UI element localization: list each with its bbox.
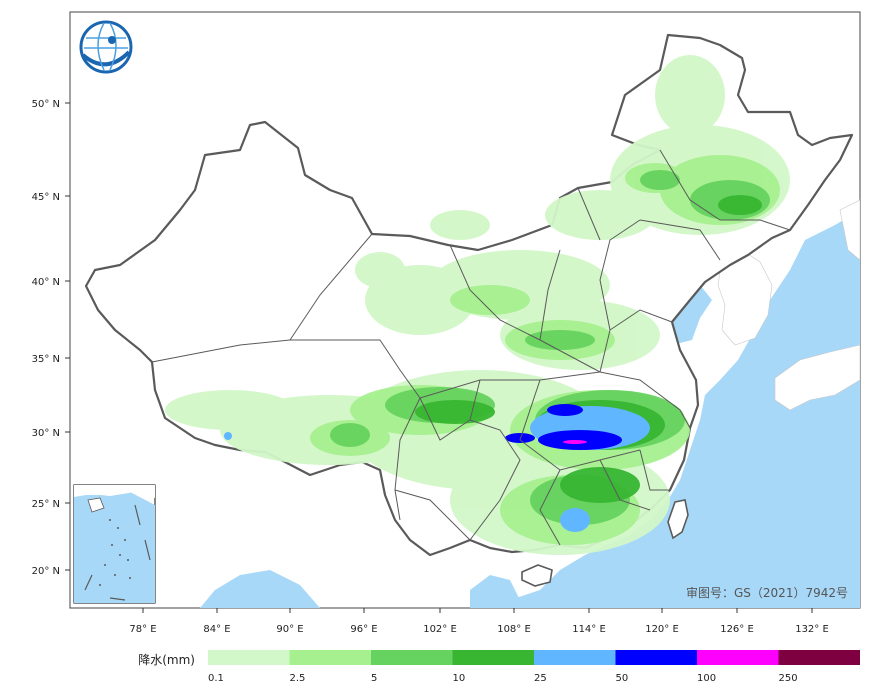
legend-swatches (208, 650, 860, 665)
legend-value: 5 (371, 673, 377, 684)
legend-value: 50 (616, 673, 629, 684)
longitude-labels: 78° E 84° E 90° E 96° E 102° E 108° E 11… (129, 624, 828, 635)
legend-value: 250 (779, 673, 798, 684)
lon-label: 96° E (350, 624, 377, 635)
legend-swatch (371, 650, 453, 665)
taiwan (667, 499, 689, 540)
lon-label: 90° E (276, 624, 303, 635)
lon-label: 114° E (572, 624, 606, 635)
japan-north (839, 199, 860, 261)
legend-value: 25 (534, 673, 547, 684)
lon-label: 132° E (795, 624, 829, 635)
legend-value: 0.1 (208, 673, 224, 684)
legend-value: 2.5 (290, 673, 306, 684)
lat-label: 30° N (32, 428, 60, 439)
lon-label: 78° E (129, 624, 156, 635)
legend-value: 100 (697, 673, 716, 684)
lon-label: 102° E (423, 624, 457, 635)
inset-map (73, 484, 156, 604)
legend-swatch (615, 650, 697, 665)
lon-label: 84° E (203, 624, 230, 635)
legend-swatch (289, 650, 371, 665)
legend: 降水(mm) 0.1 2.5 5 10 25 50 100 250 (138, 650, 860, 684)
lat-label: 20° N (32, 566, 60, 577)
legend-title: 降水(mm) (138, 653, 195, 667)
legend-values: 0.1 2.5 5 10 25 50 100 250 (208, 673, 798, 684)
axis-ticks (65, 102, 813, 613)
lat-label: 40° N (32, 277, 60, 288)
lat-label: 45° N (32, 192, 60, 203)
lon-label: 108° E (497, 624, 531, 635)
precip-100-250 (563, 440, 587, 444)
legend-swatch (778, 650, 860, 665)
sea-gulf-tonkin (470, 575, 520, 608)
legend-swatch (697, 650, 779, 665)
sea-east (480, 210, 860, 608)
lat-label: 35° N (32, 354, 60, 365)
lon-label: 120° E (645, 624, 679, 635)
japan-kyushu-honshu (774, 344, 860, 411)
lon-label: 126° E (720, 624, 754, 635)
legend-swatch (452, 650, 534, 665)
sea-bay-bengal (200, 570, 320, 608)
korea (717, 249, 773, 346)
latitude-labels: 50° N 45° N 40° N 35° N 30° N 25° N 20° … (32, 99, 60, 577)
legend-swatch (534, 650, 616, 665)
lat-label: 50° N (32, 99, 60, 110)
province-borders (151, 149, 791, 546)
hainan (521, 564, 553, 587)
legend-swatch (208, 650, 290, 665)
legend-value: 10 (453, 673, 466, 684)
lat-label: 25° N (32, 499, 60, 510)
precip-50-100 (505, 404, 622, 450)
approval-number: 审图号：GS（2021）7942号 (686, 585, 848, 600)
logo-icon (79, 20, 133, 74)
